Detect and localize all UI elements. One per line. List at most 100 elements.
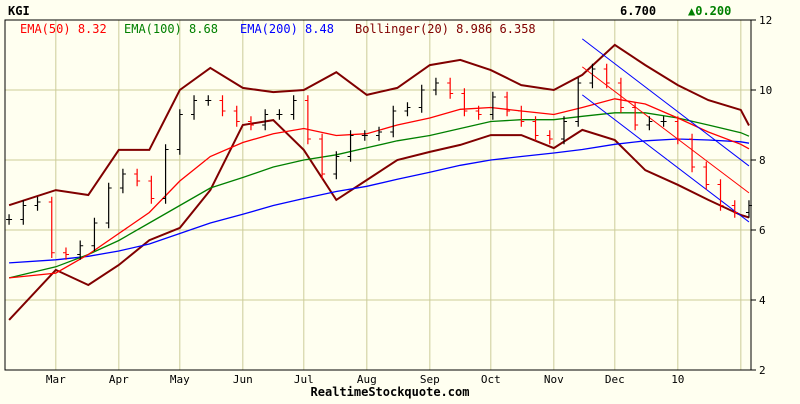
legend-bollinger-label: Bollinger(20) (355, 22, 449, 36)
svg-text:EMA(100) 8.68: EMA(100) 8.68 (124, 22, 218, 36)
x-tick-label: 10 (671, 373, 684, 386)
trend-line-middle (581, 66, 750, 194)
price-bar (262, 109, 269, 131)
price-bar (689, 133, 696, 173)
y-tick-label: 2 (759, 364, 766, 377)
price-bar (376, 126, 383, 141)
price-bar (390, 105, 397, 138)
price-bar (532, 116, 539, 141)
y-tick-label: 8 (759, 154, 766, 167)
price-bar (6, 214, 13, 225)
x-tick-label: Sep (420, 373, 440, 386)
svg-text:EMA(50) 8.32: EMA(50) 8.32 (20, 22, 107, 36)
series-line-bollinger-20-lower (8, 119, 750, 321)
legend-ema100-value: 8.68 (189, 22, 218, 36)
price-bar (105, 182, 112, 229)
price-bar (418, 84, 425, 113)
price-bar (617, 77, 624, 113)
y-tick-label: 12 (759, 14, 772, 27)
price-bar (219, 95, 226, 117)
price-bar (575, 77, 582, 127)
price-bar (518, 105, 525, 127)
price-bar (176, 109, 183, 155)
x-tick-label: Apr (109, 373, 129, 386)
series-line-ema-200- (9, 138, 750, 264)
x-tick-label: Nov (544, 373, 564, 386)
svg-text:EMA(200) 8.48: EMA(200) 8.48 (240, 22, 334, 36)
y-tick-label: 4 (759, 294, 766, 307)
price-bar (546, 130, 553, 145)
price-bar (646, 116, 653, 131)
price-bar (717, 179, 724, 211)
price-bar (333, 151, 340, 180)
price-bar (731, 200, 738, 218)
y-tick-label: 6 (759, 224, 766, 237)
price-bar (247, 116, 254, 131)
price-bar (91, 217, 98, 251)
axes: Mar Apr May Jun Jul Aug Sep Oct Nov Dec 10 12 10 8 6 4 2 (46, 14, 772, 386)
price-bar (276, 109, 283, 120)
x-tick-label: May (170, 373, 190, 386)
legend-ema100-label: EMA(100) (124, 22, 182, 36)
price-bar (148, 175, 155, 204)
trend-line-lower (581, 94, 750, 223)
legend-ema50-label: EMA(50) (20, 22, 71, 36)
price-bars (6, 63, 752, 260)
price-bar (77, 240, 84, 260)
series-line-ema-100- (8, 112, 750, 279)
legend-ema50-value: 8.32 (78, 22, 107, 36)
price-bar (233, 105, 240, 127)
legend-bollinger-upper: 8.986 (456, 22, 492, 36)
legend-ema200-label: EMA(200) (240, 22, 298, 36)
price-bar (603, 63, 610, 89)
last-price: 6.700 (620, 4, 656, 18)
price-bar (361, 130, 368, 141)
legend-bollinger-lower: 6.358 (500, 22, 536, 36)
series-line-ema-50- (9, 98, 750, 279)
price-change: ▲0.200 (688, 4, 731, 18)
price-bar (475, 105, 482, 120)
price-bar (489, 91, 496, 120)
price-bar (560, 116, 567, 145)
price-bar (48, 196, 55, 258)
trend-line-upper (581, 38, 750, 167)
legend-ema200-value: 8.48 (305, 22, 334, 36)
price-bar (62, 247, 69, 260)
x-tick-label: Jun (233, 373, 253, 386)
price-bar (319, 133, 326, 180)
price-bar (660, 116, 667, 127)
series-layer (8, 38, 750, 321)
plot-border (4, 19, 752, 371)
grid (5, 20, 751, 370)
price-bar (20, 200, 27, 225)
price-bar (191, 95, 198, 120)
price-bar (404, 102, 411, 117)
price-bar (134, 168, 141, 187)
symbol-label: KGI (8, 4, 30, 18)
price-bar (205, 95, 212, 106)
price-bar (703, 161, 710, 190)
x-tick-label: Mar (46, 373, 66, 386)
price-bar (304, 95, 311, 145)
price-bar (632, 102, 639, 131)
price-bar (674, 116, 681, 145)
price-bar (461, 88, 468, 117)
x-tick-label: Dec (605, 373, 625, 386)
source-watermark: RealtimeStockquote.com (311, 385, 470, 399)
price-bar (347, 130, 354, 162)
legend: EMA(50) 8.32 EMA(100) 8.68 EMA(200) 8.48… (20, 22, 536, 36)
price-bar (162, 144, 169, 204)
x-tick-label: Jul (294, 373, 314, 386)
x-tick-label: Oct (481, 373, 501, 386)
price-bar (119, 168, 126, 194)
series-line-bollinger-20-upper (8, 43, 750, 207)
price-bar (34, 196, 41, 211)
price-bar (447, 77, 454, 99)
price-bar (290, 95, 297, 120)
x-tick-label: Aug (357, 373, 377, 386)
svg-text:Bollinger(20) 8.986 6.358: Bollinger(20) 8.986 6.358 (355, 22, 536, 36)
y-tick-label: 10 (759, 84, 772, 97)
price-bar (504, 91, 511, 117)
price-bar (589, 63, 596, 89)
